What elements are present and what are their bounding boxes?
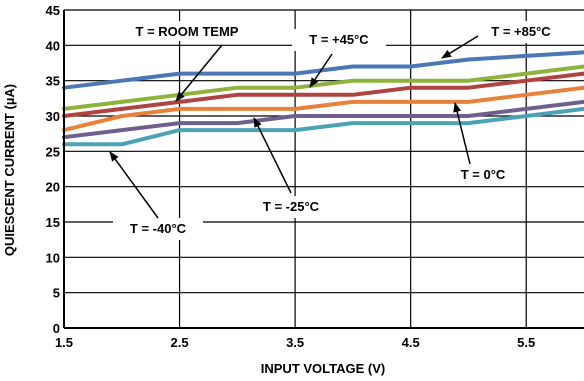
annotations: T = ROOM TEMP T = +45°C T = +85°C T = 0°… xyxy=(108,21,568,240)
x-tick-label: 4.5 xyxy=(402,335,420,350)
series-line-t-85-c xyxy=(62,50,584,90)
y-tick-label: 25 xyxy=(46,144,60,159)
y-tick-label: 15 xyxy=(46,215,60,230)
y-tick-label: 20 xyxy=(46,180,60,195)
x-axis-title: INPUT VOLTAGE (V) xyxy=(261,361,385,376)
arrow-minus40c xyxy=(109,151,159,219)
plot-frame xyxy=(63,10,584,329)
arrow-room-temp xyxy=(175,44,223,102)
arrow-85c xyxy=(441,35,479,59)
x-tick-label: 2.5 xyxy=(171,335,189,350)
tick-labels: 0 5 10 15 20 25 30 35 40 45 1.5 2.5 3.5 4.5 5.5 xyxy=(46,3,536,350)
y-tick-label: 5 xyxy=(53,286,60,301)
x-tick-label: 1.5 xyxy=(55,335,73,350)
series-line-t-40-c xyxy=(62,106,584,147)
series-line-t-0-c xyxy=(62,85,584,133)
annotation-85c: T = +85°C xyxy=(491,24,551,39)
y-tick-label: 45 xyxy=(46,3,60,18)
arrow-45c xyxy=(309,53,333,88)
annotation-minus40c: T = -40°C xyxy=(130,221,187,236)
x-tick-label: 5.5 xyxy=(517,335,535,350)
arrow-0c xyxy=(453,102,471,165)
y-tick-label: 0 xyxy=(53,321,60,336)
arrow-minus25c xyxy=(253,117,292,194)
y-tick-label: 35 xyxy=(46,74,60,89)
y-tick-label: 40 xyxy=(46,38,60,53)
series-line-t-25-c xyxy=(62,99,584,140)
y-axis-title: QUIESCENT CURRENT (µA) xyxy=(2,84,17,256)
x-tick-label: 3.5 xyxy=(286,335,304,350)
annotation-0c: T = 0°C xyxy=(461,167,506,182)
series-layer xyxy=(62,50,584,147)
annotation-room-temp: T = ROOM TEMP xyxy=(136,24,239,39)
annotation-45c: T = +45°C xyxy=(309,32,369,47)
annotation-minus25c: T = -25°C xyxy=(263,199,320,214)
y-tick-label: 10 xyxy=(46,250,60,265)
y-tick-label: 30 xyxy=(46,109,60,124)
series-line-t-room-temp xyxy=(62,71,584,118)
series-line-t-45-c xyxy=(62,64,584,111)
